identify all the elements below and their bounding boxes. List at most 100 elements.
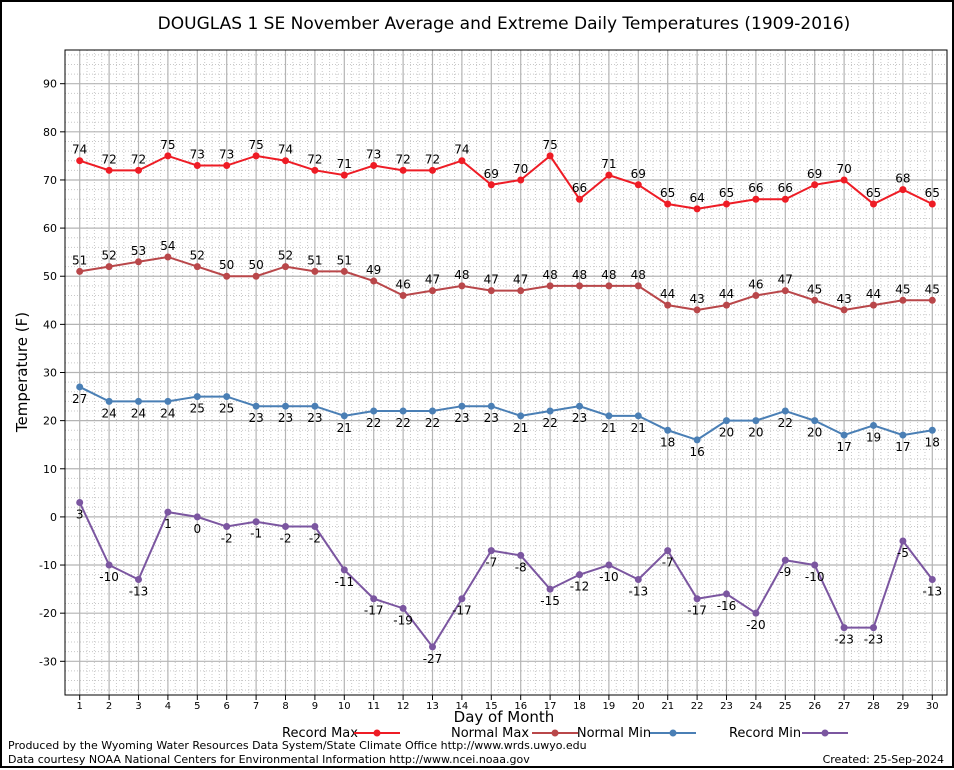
normal-min-value-label: 24 <box>101 406 116 420</box>
record-max-value-label: 69 <box>484 167 499 181</box>
record-max-value-label: 75 <box>248 138 263 152</box>
record-max-point <box>811 181 819 189</box>
record-min-point <box>664 547 672 555</box>
record-min-value-label: -16 <box>717 599 737 613</box>
y-tick-label: 20 <box>43 415 57 428</box>
y-tick-label: 80 <box>43 126 57 139</box>
x-tick-label: 6 <box>224 701 230 712</box>
normal-min-point <box>340 412 348 420</box>
record-max-point <box>311 166 319 174</box>
record-min-value-label: -11 <box>334 575 354 589</box>
record-max-value-label: 71 <box>337 157 352 171</box>
normal-max-point <box>282 263 289 271</box>
normal-max-value-label: 50 <box>248 258 263 272</box>
record-min-value-label: -10 <box>599 570 619 584</box>
normal-min-point <box>76 383 84 391</box>
record-min-point <box>899 537 907 545</box>
record-min-point <box>781 556 789 564</box>
x-tick-label: 20 <box>632 701 645 712</box>
normal-min-value-label: 25 <box>219 402 234 416</box>
record-max-value-label: 64 <box>689 191 704 205</box>
record-max-value-label: 69 <box>807 167 822 181</box>
normal-max-value-label: 47 <box>513 273 528 287</box>
record-max-point <box>76 157 84 165</box>
x-tick-label: 11 <box>367 701 380 712</box>
normal-max-value-label: 50 <box>219 258 234 272</box>
record-max-value-label: 74 <box>454 143 469 157</box>
y-tick-label: 0 <box>50 511 57 524</box>
y-tick-label: 10 <box>43 463 57 476</box>
normal-min-point <box>870 421 877 429</box>
y-tick-label: 60 <box>43 222 57 235</box>
x-tick-label: 19 <box>603 701 616 712</box>
record-max-value-label: 71 <box>601 157 616 171</box>
record-max-point <box>135 166 142 174</box>
normal-min-value-label: 20 <box>719 426 734 440</box>
record-max-value-label: 75 <box>542 138 557 152</box>
chart-title: DOUGLAS 1 SE November Average and Extrem… <box>158 14 851 34</box>
normal-min-value-label: 23 <box>484 411 499 425</box>
record-max-point <box>487 181 495 189</box>
normal-max-point <box>164 253 172 261</box>
record-min-point <box>605 561 613 569</box>
record-min-value-label: 3 <box>76 507 84 521</box>
credit-line-1: Produced by the Wyoming Water Resources … <box>8 739 587 752</box>
record-min-point <box>546 585 554 593</box>
normal-max-value-label: 52 <box>278 249 293 263</box>
record-max-point <box>193 162 201 170</box>
record-max-point <box>605 171 613 179</box>
normal-max-point <box>429 287 436 295</box>
record-min-value-label: -13 <box>129 584 149 598</box>
normal-min-point <box>164 397 172 405</box>
y-tick-label: -10 <box>39 559 57 572</box>
x-tick-label: 29 <box>897 701 910 712</box>
normal-min-point <box>135 397 142 405</box>
normal-max-point <box>634 282 642 290</box>
record-max-value-label: 65 <box>866 186 881 200</box>
record-max-point <box>340 171 348 179</box>
y-tick-label: -20 <box>39 607 57 620</box>
normal-min-point <box>487 402 495 410</box>
normal-max-value-label: 47 <box>425 273 440 287</box>
normal-max-value-label: 51 <box>307 253 322 267</box>
normal-min-value-label: 20 <box>807 426 822 440</box>
normal-max-value-label: 46 <box>748 277 763 291</box>
record-max-value-label: 73 <box>190 148 205 162</box>
normal-max-value-label: 45 <box>895 282 910 296</box>
normal-max-value-label: 48 <box>572 268 587 282</box>
normal-min-point <box>399 407 407 415</box>
normal-min-value-label: 23 <box>248 411 263 425</box>
y-axis-label: Temperature (F) <box>13 312 31 433</box>
x-tick-label: 24 <box>750 701 763 712</box>
record-min-value-label: -5 <box>897 546 909 560</box>
record-min-point <box>693 595 701 603</box>
normal-max-value-label: 51 <box>72 253 87 267</box>
normal-min-value-label: 24 <box>160 406 175 420</box>
normal-max-point <box>752 291 760 299</box>
normal-max-value-label: 44 <box>866 287 881 301</box>
normal-min-value-label: 18 <box>660 435 675 449</box>
record-max-point <box>781 195 789 203</box>
normal-min-point <box>634 412 642 420</box>
record-max-point <box>723 200 730 208</box>
normal-max-value-label: 48 <box>601 268 616 282</box>
normal-min-value-label: 22 <box>542 416 557 430</box>
normal-min-point <box>458 402 466 410</box>
record-min-value-label: -1 <box>250 527 262 541</box>
x-axis-label: Day of Month <box>454 708 555 726</box>
normal-min-point <box>811 417 819 425</box>
normal-max-value-label: 48 <box>454 268 469 282</box>
normal-min-value-label: 23 <box>307 411 322 425</box>
normal-min-point <box>840 431 848 439</box>
normal-min-point <box>781 407 789 415</box>
record-min-point <box>840 624 848 632</box>
y-tick-label: 90 <box>43 78 57 91</box>
x-tick-label: 25 <box>779 701 792 712</box>
y-tick-label: 50 <box>43 270 57 283</box>
normal-min-legend-label: Normal Min <box>577 726 651 741</box>
normal-max-value-label: 49 <box>366 263 381 277</box>
x-tick-label: 16 <box>514 701 527 712</box>
x-tick-label: 23 <box>720 701 733 712</box>
minor-grid <box>65 50 947 695</box>
